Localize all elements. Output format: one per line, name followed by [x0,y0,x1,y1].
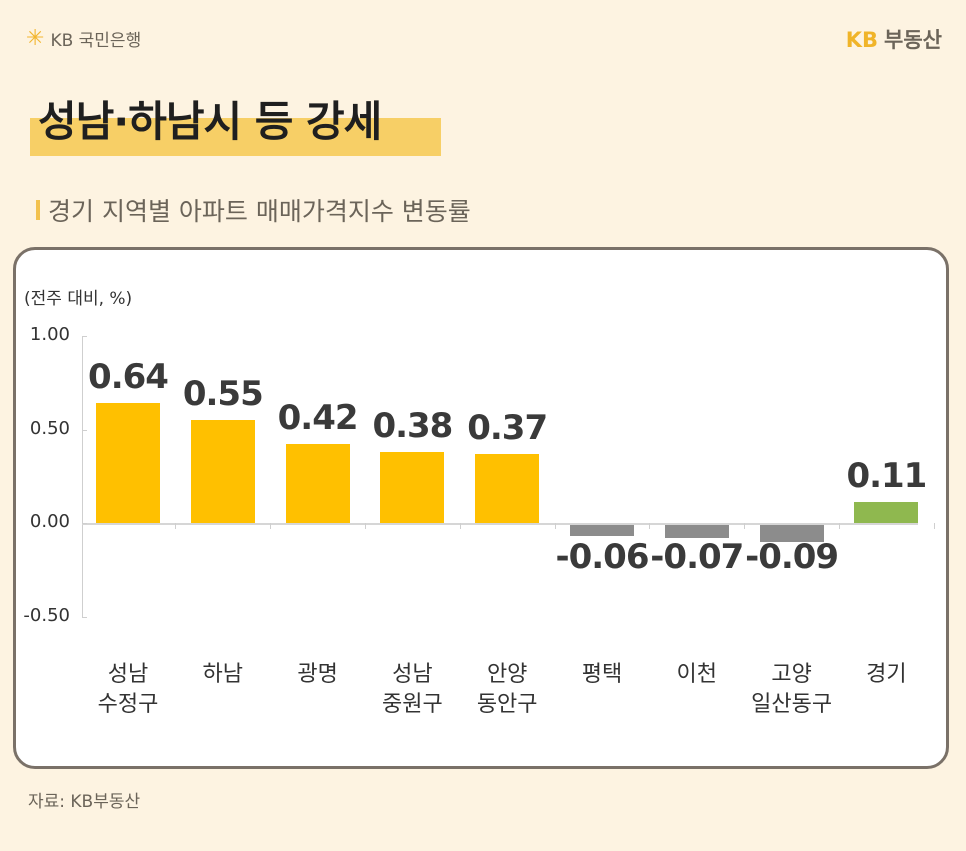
x-category-label: 고양 일산동구 [751,662,833,717]
data-label: 0.37 [467,407,548,448]
y-tick-mark [82,336,87,337]
x-tick-mark [839,523,840,529]
x-tick-mark [459,523,461,529]
brand-text: 부동산 [884,28,942,52]
bar [285,444,350,523]
x-category-label: 이천 [676,662,718,687]
y-tick-label: 0.50 [29,417,70,439]
y-axis-line [82,336,83,617]
x-category-label: 경기 [866,662,907,687]
y-tick-label: -0.50 [23,604,70,626]
y-tick-mark [82,616,87,618]
data-label: -0.06 [555,537,650,577]
kb-star-icon: ✳ [26,25,45,51]
x-tick-mark [175,523,177,529]
bar [759,525,824,542]
bank-logo-text: KB 국민은행 [50,31,142,51]
title-highlight [30,118,441,156]
brand-kb: KB [845,28,879,52]
y-axis-unit: (전주 대비, %) [24,289,133,309]
x-category-label: 성남 수정구 [97,662,159,717]
x-category-label: 성남 중원구 [382,662,443,717]
data-label: 0.64 [88,357,169,398]
kb-real-estate-logo: KB 부동산 [846,24,942,54]
bar [190,420,255,523]
x-tick-mark [554,523,556,529]
bar [475,453,540,523]
x-category-label: 하남 [202,662,244,687]
page-title-block: 성남·하남시 등 강세 [30,88,441,156]
x-tick-mark [270,523,272,529]
bar [570,525,634,537]
x-tick-mark [649,523,651,529]
data-label: 0.55 [182,374,264,415]
data-label: -0.07 [650,537,744,577]
data-label: 0.38 [372,405,453,446]
data-label: 0.11 [846,456,927,497]
chart-subtitle: 경기 지역별 아파트 매매가격지수 변동률 [36,192,471,228]
y-tick-label: 1.00 [29,324,70,345]
bar [380,451,445,523]
bar [664,525,729,539]
subtitle-accent-bar [36,200,40,220]
y-tick-label: 0.00 [29,511,70,532]
data-label: 0.42 [277,398,359,439]
bar [96,403,160,523]
y-tick-mark [82,523,87,524]
data-label: -0.09 [745,537,839,577]
page-title: 성남·하남시 등 강세 [38,97,382,146]
x-category-label: 안양 동안구 [476,662,538,717]
zero-baseline [82,523,918,525]
kb-kookmin-bank-logo: ✳ KB 국민은행 [26,26,141,51]
y-tick-mark [82,429,87,431]
x-tick-mark [744,523,746,529]
x-tick-mark [365,523,366,529]
source-note: 자료: KB부동산 [28,792,141,812]
bar [854,502,919,523]
subtitle-text: 경기 지역별 아파트 매매가격지수 변동률 [48,197,471,226]
x-category-label: 광명 [297,662,338,687]
x-category-label: 평택 [581,662,623,687]
x-tick-mark [933,523,935,529]
